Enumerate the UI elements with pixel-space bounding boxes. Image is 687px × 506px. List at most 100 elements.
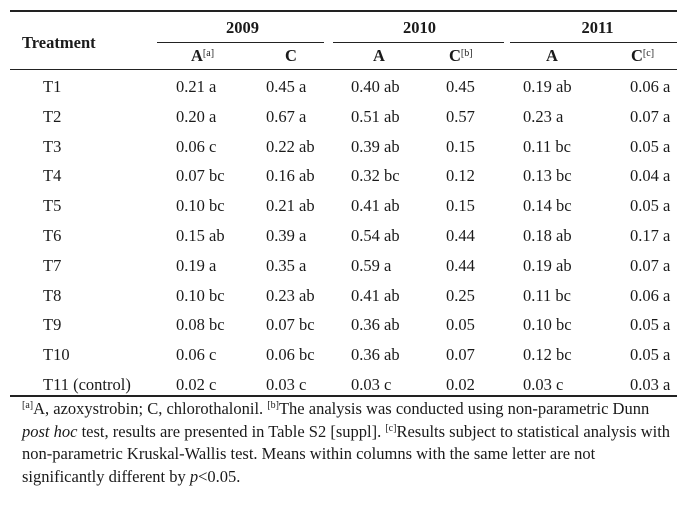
footnote-a-marker: [a] [22, 400, 34, 411]
table-cell: 0.41 ab [351, 196, 400, 215]
subheader-2011-a: A [546, 46, 558, 65]
table-cell: 0.02 c [176, 375, 217, 394]
table-cell: 0.39 a [266, 226, 307, 245]
header-year-2009: 2009 [226, 18, 259, 37]
table-cell: 0.15 [446, 196, 475, 215]
table-cell: 0.45 a [266, 77, 307, 96]
table-cell: 0.03 c [351, 375, 392, 394]
subheader-2009-a: A[a] [191, 46, 215, 65]
table-cell: 0.07 a [630, 256, 671, 275]
table-cell: 0.06 a [630, 286, 671, 305]
table-cell: 0.07 bc [176, 166, 225, 185]
table-cell: 0.40 ab [351, 77, 400, 96]
table-cell: 0.35 a [266, 256, 307, 275]
table-cell: 0.05 [446, 315, 475, 334]
table-cell: 0.07 bc [266, 315, 315, 334]
footnote-a-text: A, azoxystrobin; C, chlorothalonil. [33, 399, 268, 418]
table-cell: 0.10 bc [176, 286, 225, 305]
table-cell: 0.67 a [266, 107, 307, 126]
row-treatment: T4 [43, 166, 62, 185]
table-cell: 0.05 a [630, 196, 671, 215]
row-treatment: T1 [43, 77, 62, 96]
year-rule-2011 [510, 42, 677, 43]
table-cell: 0.45 [446, 77, 475, 96]
table-cell: 0.07 a [630, 107, 671, 126]
row-treatment: T6 [43, 226, 62, 245]
table-cell: 0.05 a [630, 137, 671, 156]
row-treatment: T10 [43, 345, 70, 364]
table-top-rule [10, 10, 677, 12]
table-cell: 0.19 ab [523, 77, 572, 96]
table-cell: 0.05 a [630, 315, 671, 334]
table-cell: 0.19 a [176, 256, 217, 275]
header-year-2011: 2011 [581, 18, 614, 37]
table-cell: 0.16 ab [266, 166, 315, 185]
table-cell: 0.11 bc [523, 286, 571, 305]
table-cell: 0.18 ab [523, 226, 572, 245]
row-treatment: T8 [43, 286, 62, 305]
row-treatment: T5 [43, 196, 62, 215]
table-cell: 0.32 bc [351, 166, 400, 185]
table-cell: 0.03 c [523, 375, 564, 394]
table-cell: 0.21 a [176, 77, 217, 96]
year-rule-2009 [157, 42, 324, 43]
table-cell: 0.06 bc [266, 345, 315, 364]
table-cell: 0.14 bc [523, 196, 572, 215]
row-treatment: T3 [43, 137, 62, 156]
footnote-c-text: Results subject to statistical analysis … [22, 421, 671, 486]
footnote-b-marker: [b] [267, 400, 279, 411]
subheader-2011-c: C[c] [631, 46, 655, 65]
table-cell: 0.23 a [523, 107, 564, 126]
header-year-2010: 2010 [403, 18, 436, 37]
footnote-b-text: The analysis was conducted using non-par… [278, 399, 650, 418]
table-cell: 0.44 [446, 226, 475, 245]
row-treatment: T2 [43, 107, 62, 126]
row-treatment: T11 (control) [43, 375, 131, 394]
year-rule-2010 [333, 42, 504, 43]
table-cell: 0.07 [446, 345, 475, 364]
table-cell: 0.12 [446, 166, 475, 185]
subheader-2009-c: C [285, 46, 297, 65]
table-cell: 0.23 ab [266, 286, 315, 305]
table-cell: 0.06 a [630, 77, 671, 96]
table-cell: 0.08 bc [176, 315, 225, 334]
table-cell: 0.06 c [176, 345, 217, 364]
table-cell: 0.19 ab [523, 256, 572, 275]
footnote-c-marker: [c] [385, 422, 397, 434]
table-footnote: [a]A, azoxystrobin; C, chlorothalonil. [… [22, 398, 677, 488]
row-treatment: T9 [43, 315, 62, 334]
row-treatment: T7 [43, 256, 62, 275]
table-cell: 0.25 [446, 286, 475, 305]
table-cell: 0.54 ab [351, 226, 400, 245]
footnote-b-italic: post hoc [22, 421, 78, 441]
table-cell: 0.59 a [351, 256, 392, 275]
table-cell: 0.57 [446, 107, 475, 126]
subheader-2010-a: A [373, 46, 385, 65]
footnote-c-italic: p [189, 466, 199, 486]
header-bottom-rule [10, 69, 677, 70]
table-cell: 0.03 c [266, 375, 307, 394]
table-cell: 0.15 [446, 137, 475, 156]
table-cell: 0.05 a [630, 345, 671, 364]
table-bottom-rule [10, 395, 677, 397]
table-cell: 0.03 a [630, 375, 671, 394]
table-cell: 0.11 bc [523, 137, 571, 156]
table-cell: 0.06 c [176, 137, 217, 156]
table-cell: 0.13 bc [523, 166, 572, 185]
subheader-2010-c: C[b] [449, 46, 473, 65]
table-cell: 0.17 a [630, 226, 671, 245]
table-cell: 0.36 ab [351, 345, 400, 364]
table-cell: 0.51 ab [351, 107, 400, 126]
footnote-b-text-2: test, results are presented in Table S2 … [77, 421, 386, 441]
table-cell: 0.22 ab [266, 137, 315, 156]
header-treatment: Treatment [22, 33, 96, 52]
table-cell: 0.10 bc [176, 196, 225, 215]
table-cell: 0.15 ab [176, 226, 225, 245]
table-cell: 0.10 bc [523, 315, 572, 334]
table-cell: 0.44 [446, 256, 475, 275]
table-cell: 0.39 ab [351, 137, 400, 156]
table-cell: 0.12 bc [523, 345, 572, 364]
table-cell: 0.04 a [630, 166, 671, 185]
footnote-c-text-2: <0.05. [198, 466, 241, 486]
